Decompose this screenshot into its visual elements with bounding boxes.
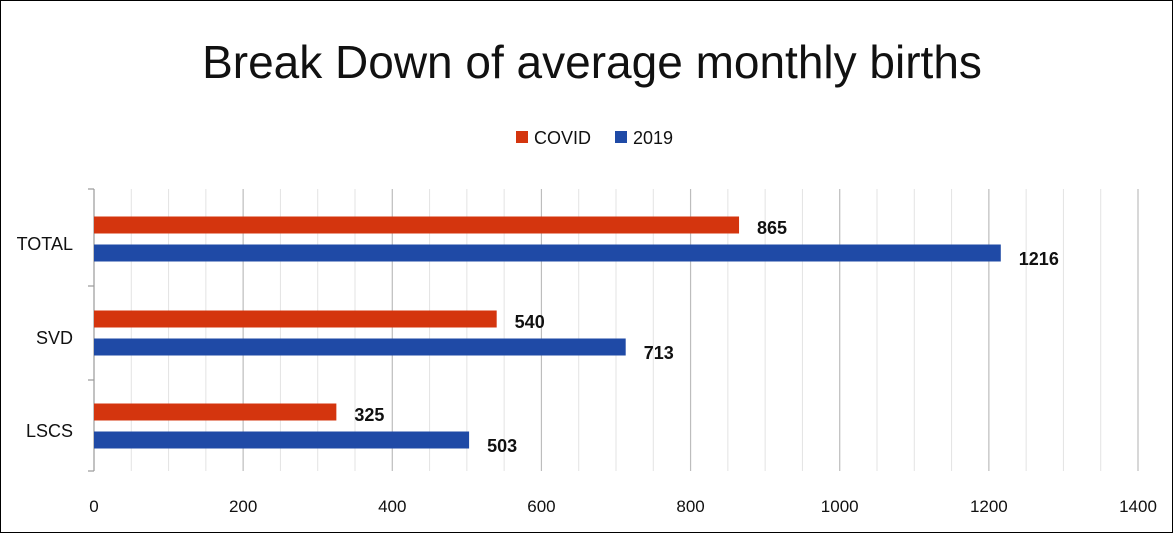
data-label-svd-covid: 540	[515, 312, 545, 332]
data-label-svd-2019: 713	[644, 343, 674, 363]
legend-swatch-2019	[615, 131, 627, 143]
bars	[94, 216, 1001, 449]
bar-svd-2019	[94, 338, 626, 356]
category-labels: TOTAL SVD LSCS	[17, 234, 73, 441]
bar-lscs-covid	[94, 403, 337, 421]
gridlines	[130, 189, 1139, 471]
x-tick-label: 1000	[821, 497, 859, 516]
x-tick-label: 1400	[1119, 497, 1157, 516]
legend: COVID 2019	[516, 128, 673, 148]
x-tick-label: 0	[89, 497, 98, 516]
category-label-total: TOTAL	[17, 234, 73, 254]
legend-swatch-covid	[516, 131, 528, 143]
data-label-total-covid: 865	[757, 218, 787, 238]
x-tick-label: 200	[229, 497, 257, 516]
data-labels: 865 1216 540 713 325 503	[354, 218, 1058, 456]
category-label-lscs: LSCS	[26, 421, 73, 441]
chart-title: Break Down of average monthly births	[202, 36, 982, 88]
legend-label-covid: COVID	[534, 128, 591, 148]
bar-lscs-2019	[94, 431, 470, 449]
bar-total-2019	[94, 244, 1001, 262]
data-label-total-2019: 1216	[1019, 249, 1059, 269]
x-tick-label: 600	[527, 497, 555, 516]
tick-labels: 0 200 400 600 800 1000 1200 1400	[89, 497, 1157, 516]
data-label-lscs-2019: 503	[487, 436, 517, 456]
category-label-svd: SVD	[36, 328, 73, 348]
x-tick-label: 800	[676, 497, 704, 516]
bar-total-covid	[94, 216, 740, 234]
x-tick-label: 1200	[970, 497, 1008, 516]
legend-label-2019: 2019	[633, 128, 673, 148]
bar-svd-covid	[94, 310, 497, 328]
axes	[88, 188, 95, 472]
x-tick-label: 400	[378, 497, 406, 516]
data-label-lscs-covid: 325	[354, 405, 384, 425]
